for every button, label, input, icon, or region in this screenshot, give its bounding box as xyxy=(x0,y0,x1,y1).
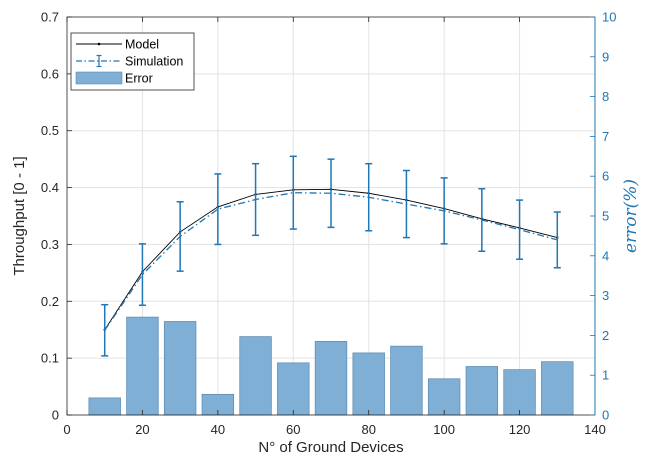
legend-model-label: Model xyxy=(125,38,159,52)
legend-error-label: Error xyxy=(125,72,153,86)
error-bar xyxy=(541,361,574,416)
y2-tick-label: 7 xyxy=(602,129,609,144)
y2-tick-label: 1 xyxy=(602,368,609,383)
y-tick-label: 0.5 xyxy=(41,123,59,138)
x-tick-label: 100 xyxy=(433,422,455,437)
simulation-errorbar xyxy=(402,169,410,239)
x-tick-label: 0 xyxy=(63,422,70,437)
y2-tick-label: 0 xyxy=(602,408,609,423)
simulation-errorbar xyxy=(327,158,335,229)
error-bar xyxy=(465,366,499,416)
y-tick-label: 0 xyxy=(52,408,59,423)
y-tick-label: 0.6 xyxy=(41,66,59,81)
error-bar xyxy=(427,378,461,416)
simulation-errorbar xyxy=(138,243,146,307)
error-bar xyxy=(314,341,348,416)
y2-tick-label: 3 xyxy=(602,288,609,303)
simulation-errorbar xyxy=(365,162,373,232)
simulation-errorbar xyxy=(516,199,524,260)
x-tick-label: 40 xyxy=(211,422,225,437)
y-tick-label: 0.1 xyxy=(41,351,59,366)
y2-tick-label: 4 xyxy=(602,248,609,263)
x-tick-label: 120 xyxy=(509,422,531,437)
x-tick-label: 140 xyxy=(584,422,606,437)
error-bar xyxy=(126,316,159,416)
axis-ticks: 0 20 40 60 80 100 120 14000.10.20.30.40.50.60.7… xyxy=(41,10,617,438)
x-tick-label: 20 xyxy=(135,422,149,437)
simulation-errorbar xyxy=(440,177,448,245)
y2-tick-label: 10 xyxy=(602,10,616,25)
error-bar xyxy=(503,369,536,416)
error-bar xyxy=(88,397,121,416)
y2-tick-label: 5 xyxy=(602,209,609,224)
y2-axis-label: error(%) xyxy=(621,179,641,253)
x-tick-label: 60 xyxy=(286,422,300,437)
simulation-errorbar xyxy=(289,155,297,230)
simulation-errorbar xyxy=(101,303,109,357)
error-bars xyxy=(88,316,574,416)
y-tick-label: 0.4 xyxy=(41,180,59,195)
simulation-errorbar xyxy=(478,187,486,253)
simulation-errorbar xyxy=(214,173,222,246)
y-axis-label: Throughput [0 - 1] xyxy=(11,156,28,275)
simulation-errorbar xyxy=(553,211,561,269)
throughput-lines xyxy=(101,155,561,357)
simulation-errorbar xyxy=(176,201,184,272)
legend-error-swatch xyxy=(75,71,123,85)
legend-model-marker xyxy=(97,42,101,46)
error-bar xyxy=(390,345,423,416)
y-tick-label: 0.7 xyxy=(41,10,59,25)
y-tick-label: 0.3 xyxy=(41,237,59,252)
error-bar xyxy=(277,362,310,416)
y2-tick-label: 9 xyxy=(602,49,609,64)
y-tick-label: 0.2 xyxy=(41,294,59,309)
y2-tick-label: 8 xyxy=(602,89,609,104)
y2-tick-label: 6 xyxy=(602,169,609,184)
error-bar xyxy=(352,352,385,416)
legend: Model Simulation Error xyxy=(70,32,195,91)
error-bar xyxy=(163,321,197,416)
x-axis-label: N° of Ground Devices xyxy=(258,439,403,456)
error-bar xyxy=(239,336,272,416)
simulation-errorbar xyxy=(252,162,260,237)
y2-tick-label: 2 xyxy=(602,328,609,343)
legend-simulation-label: Simulation xyxy=(125,55,183,69)
x-tick-label: 80 xyxy=(361,422,375,437)
